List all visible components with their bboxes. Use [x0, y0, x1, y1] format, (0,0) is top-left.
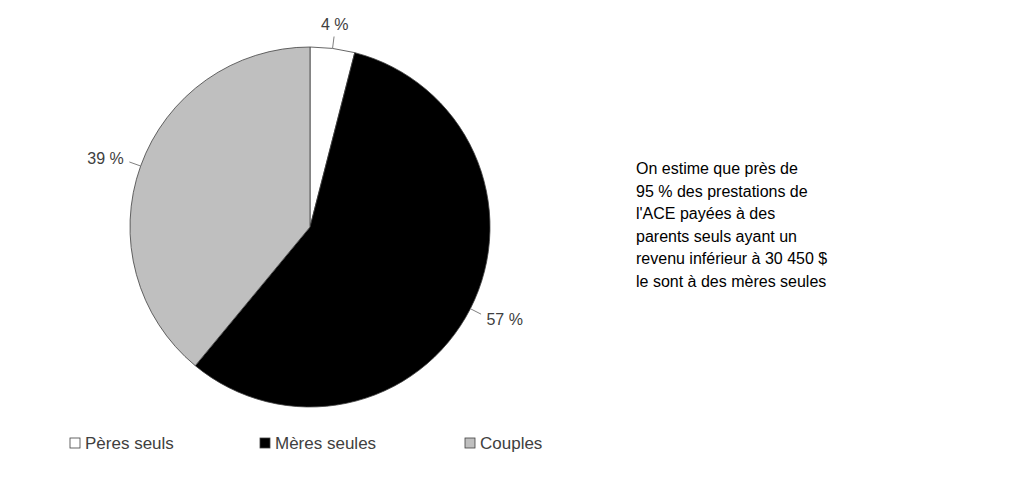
annotation-line: revenu inférieur à 30 450 $: [636, 250, 827, 267]
annotation-line: parents seuls ayant un: [636, 228, 797, 245]
annotation-line: l'ACE payées à des: [636, 205, 775, 222]
legend-swatch: [260, 438, 270, 448]
legend: Pères seuls Mères seules Couples: [70, 434, 542, 453]
legend-swatch: [70, 438, 80, 448]
pie: 4 % 57 % 39 %: [87, 16, 523, 407]
leader-line: [129, 162, 140, 166]
legend-label: Mères seules: [275, 434, 376, 453]
chart: 4 % 57 % 39 % Pères seuls Mères seules Couple…: [0, 0, 1010, 485]
legend-item: Couples: [465, 434, 542, 453]
legend-label: Pères seuls: [85, 434, 174, 453]
annotation-line: le sont à des mères seules: [636, 273, 826, 290]
legend-item: Pères seuls: [70, 434, 174, 453]
leader-line: [470, 309, 481, 314]
data-label: 39 %: [87, 149, 123, 166]
legend-label: Couples: [480, 434, 542, 453]
data-label: 4 %: [321, 16, 349, 33]
pie-slice: [130, 47, 310, 366]
data-label: 57 %: [486, 311, 522, 328]
annotation-line: On estime que près de: [636, 160, 798, 177]
annotation: On estime que près de 95 % des prestation…: [636, 160, 827, 290]
annotation-line: 95 % des prestations de: [636, 183, 808, 200]
leader-line: [333, 37, 335, 49]
legend-swatch: [465, 438, 475, 448]
legend-item: Mères seules: [260, 434, 376, 453]
